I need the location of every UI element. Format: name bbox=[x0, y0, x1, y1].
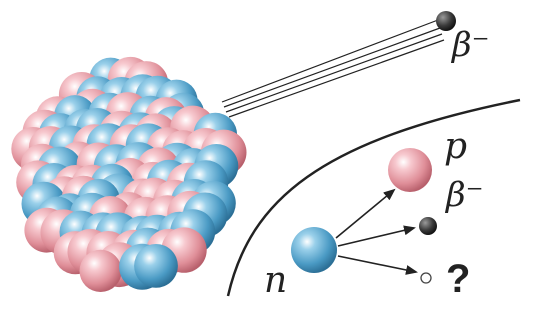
label-unknown: ? bbox=[446, 257, 470, 301]
proton-sphere bbox=[388, 148, 432, 192]
label-neutron: n bbox=[264, 260, 287, 301]
label-proton: p bbox=[444, 126, 467, 167]
beta-trail bbox=[221, 19, 445, 118]
arrow-to-proton bbox=[335, 188, 396, 239]
label-beta-emitted: β⁻ bbox=[450, 25, 490, 65]
arrow-to-neutrino bbox=[337, 255, 418, 275]
electron-dot bbox=[419, 217, 437, 235]
neutrino-circle bbox=[420, 272, 432, 284]
arrow-to-electron bbox=[337, 225, 416, 247]
atomic-nucleus bbox=[11, 56, 247, 292]
nucleus-neutron bbox=[134, 244, 178, 288]
divider-arc bbox=[226, 98, 521, 297]
neutron-sphere bbox=[291, 227, 337, 273]
ejected-electron-dot bbox=[436, 11, 456, 31]
nucleus-proton bbox=[79, 249, 122, 292]
label-beta-decay: β⁻ bbox=[444, 175, 484, 215]
